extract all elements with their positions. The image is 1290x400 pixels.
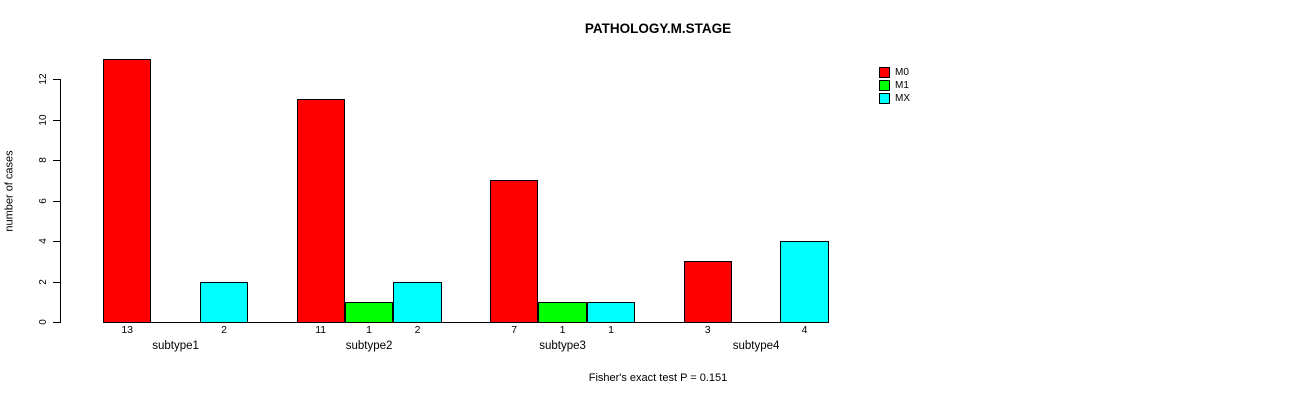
bar-count-label: 4 xyxy=(801,324,808,336)
bar-count-label: 2 xyxy=(221,324,227,336)
legend-swatch-m0 xyxy=(879,67,890,78)
bar-count-label: 7 xyxy=(511,324,518,336)
y-axis-tick-label: 8 xyxy=(38,157,49,163)
y-axis-tick-label: 10 xyxy=(38,113,49,126)
bar-m1-subtype3 xyxy=(538,301,587,323)
bar-mx-subtype1 xyxy=(199,281,249,323)
baseline xyxy=(103,322,829,323)
bar-count-label: 1 xyxy=(366,324,372,336)
bar-count-label: 11 xyxy=(315,324,327,336)
legend-label-m0: M0 xyxy=(895,66,909,78)
legend-swatch-mx xyxy=(879,93,890,104)
legend-swatch-m1 xyxy=(879,80,890,91)
chart-title: PATHOLOGY.M.STAGE xyxy=(584,21,732,36)
bar-m0-subtype3 xyxy=(490,180,539,323)
bar-count-label: 1 xyxy=(608,324,614,336)
bar-mx-subtype2 xyxy=(393,281,442,323)
legend-item-m1: M1 xyxy=(879,79,910,92)
bar-count-label: 2 xyxy=(414,324,421,336)
y-axis-tick-label: 2 xyxy=(38,278,49,285)
footnote-fisher-test: Fisher's exact test P = 0.151 xyxy=(588,372,728,384)
category-label-subtype3: subtype3 xyxy=(539,340,586,352)
y-axis-tick xyxy=(53,79,60,80)
y-axis-line xyxy=(60,79,61,323)
bar-mx-subtype4 xyxy=(780,241,829,323)
category-label-subtype1: subtype1 xyxy=(152,340,199,352)
y-axis-tick xyxy=(53,119,60,121)
y-axis-tick-label: 0 xyxy=(38,319,49,325)
y-axis-tick xyxy=(53,241,60,242)
bar-mx-subtype3 xyxy=(586,301,636,323)
y-axis-tick xyxy=(53,322,60,323)
legend-item-mx: MX xyxy=(879,92,910,105)
category-label-subtype2: subtype2 xyxy=(345,340,393,352)
bar-m0-subtype4 xyxy=(683,261,732,323)
y-axis-tick xyxy=(53,281,60,283)
legend: M0 M1 MX xyxy=(879,66,910,105)
bar-count-label: 13 xyxy=(121,324,134,336)
bar-count-label: 1 xyxy=(559,324,566,336)
bar-m0-subtype1 xyxy=(103,58,152,323)
y-axis-tick-label: 12 xyxy=(38,73,49,85)
y-axis-tick-label: 4 xyxy=(38,238,49,244)
category-label-subtype4: subtype4 xyxy=(732,340,780,352)
legend-label-m1: M1 xyxy=(895,79,909,91)
bar-m0-subtype2 xyxy=(296,99,345,323)
y-axis-tick-label: 6 xyxy=(38,197,49,204)
y-axis-tick xyxy=(53,200,60,202)
y-axis-tick xyxy=(53,160,60,161)
bar-m1-subtype2 xyxy=(344,301,394,323)
bar-count-label: 3 xyxy=(704,324,711,336)
legend-label-mx: MX xyxy=(895,92,910,104)
legend-item-m0: M0 xyxy=(879,66,910,79)
